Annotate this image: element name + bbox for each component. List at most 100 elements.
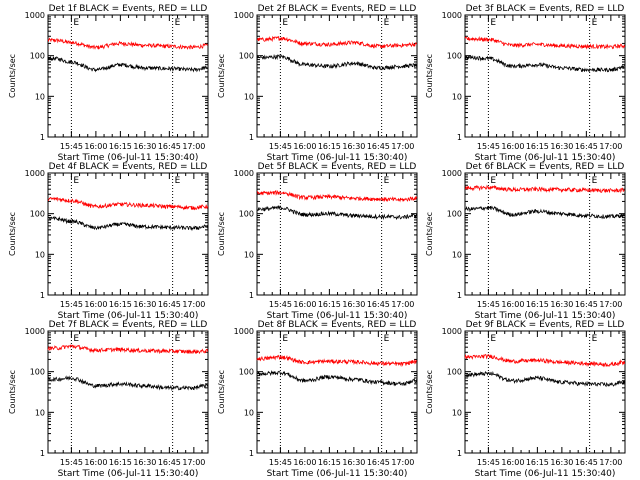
panel-title: Det 9f BLACK = Events, RED = LLD [466, 320, 625, 330]
series-line-lld [464, 184, 625, 194]
x-tick-label: 16:15 [526, 300, 549, 309]
y-axis-label: Counts/sec [8, 212, 17, 256]
x-tick-label: 17:00 [391, 458, 414, 467]
x-tick-label: 16:00 [84, 142, 107, 151]
y-tick-label: 100 [447, 210, 462, 219]
x-tick-label: 15:45 [477, 142, 500, 151]
y-tick-label: 10 [244, 250, 254, 259]
x-tick-label: 16:30 [133, 458, 156, 467]
x-tick-label: 17:00 [599, 142, 622, 151]
x-tick-label: 16:15 [109, 142, 132, 151]
plot-frame [464, 14, 626, 138]
y-tick-label: 10 [35, 250, 45, 259]
event-marker-label: E [592, 334, 598, 344]
x-axis-label: Start Time (06-Jul-11 15:30:40) [58, 311, 199, 321]
event-marker-label: E [73, 334, 79, 344]
y-axis-label: Counts/sec [217, 54, 226, 98]
plot-frame [464, 330, 626, 454]
plot-frame [464, 172, 626, 296]
x-tick-label: 17:00 [182, 300, 205, 309]
x-tick-label: 16:45 [158, 458, 181, 467]
y-tick-label: 1 [249, 133, 254, 142]
x-tick-label: 16:30 [550, 458, 573, 467]
plot-frame [47, 172, 209, 296]
x-tick-label: 15:45 [477, 458, 500, 467]
series-line-events [256, 369, 418, 387]
y-tick-label: 100 [239, 210, 254, 219]
x-tick-label: 16:45 [575, 142, 598, 151]
x-tick-label: 16:00 [293, 142, 316, 151]
event-marker-label: E [175, 18, 181, 28]
x-tick-label: 16:45 [158, 142, 181, 151]
event-marker-label: E [282, 334, 288, 344]
x-tick-label: 16:45 [367, 300, 390, 309]
x-tick-label: 16:15 [318, 142, 341, 151]
series-line-lld [256, 35, 418, 49]
panel-8: Det 8f BLACK = Events, RED = LLD 1 10 100 10… [217, 320, 418, 479]
y-tick-label: 1 [249, 449, 254, 458]
y-axis-label: Counts/sec [217, 370, 226, 414]
event-marker-label: E [490, 18, 496, 28]
y-axis-label: Counts/sec [8, 370, 17, 414]
x-tick-label: 16:30 [342, 142, 365, 151]
y-tick-label: 100 [239, 368, 254, 377]
y-tick-label: 1000 [25, 11, 45, 20]
x-tick-label: 16:00 [84, 300, 107, 309]
plot-frame [256, 330, 418, 454]
x-tick-label: 17:00 [182, 458, 205, 467]
series-line-lld [47, 37, 208, 50]
y-axis-label: Counts/sec [425, 370, 434, 414]
y-tick-label: 1000 [25, 169, 45, 178]
series-line-lld [47, 196, 209, 211]
y-tick-label: 1000 [25, 327, 45, 336]
panel-title: Det 1f BLACK = Events, RED = LLD [49, 4, 208, 14]
x-tick-label: 16:30 [133, 300, 156, 309]
series-line-lld [464, 35, 626, 50]
event-marker-label: E [73, 176, 79, 186]
x-tick-label: 16:30 [550, 300, 573, 309]
series-line-events [464, 54, 625, 73]
x-tick-label: 16:00 [293, 300, 316, 309]
panel-1: Det 1f BLACK = Events, RED = LLD 1 10 100 10… [8, 4, 209, 163]
y-tick-label: 10 [452, 408, 462, 417]
x-tick-label: 17:00 [599, 458, 622, 467]
x-tick-label: 16:30 [133, 142, 156, 151]
x-tick-label: 16:15 [318, 300, 341, 309]
x-tick-label: 15:45 [60, 458, 83, 467]
series-line-events [256, 205, 418, 221]
x-tick-label: 16:30 [342, 300, 365, 309]
x-tick-label: 16:15 [109, 300, 132, 309]
event-marker-label: E [592, 18, 598, 28]
x-tick-label: 16:45 [367, 142, 390, 151]
event-marker-label: E [175, 334, 181, 344]
y-tick-label: 1 [40, 449, 45, 458]
x-tick-label: 16:45 [575, 458, 598, 467]
series-line-events [47, 55, 208, 73]
x-tick-label: 15:45 [269, 300, 292, 309]
y-tick-label: 1000 [442, 169, 462, 178]
x-tick-label: 16:00 [84, 458, 107, 467]
x-tick-label: 17:00 [599, 300, 622, 309]
x-tick-label: 16:15 [318, 458, 341, 467]
y-tick-label: 100 [447, 368, 462, 377]
y-tick-label: 1000 [234, 327, 254, 336]
series-line-lld [256, 354, 418, 368]
event-marker-label: E [175, 176, 181, 186]
panel-title: Det 5f BLACK = Events, RED = LLD [258, 162, 417, 172]
panel-9: Det 9f BLACK = Events, RED = LLD 1 10 100 10… [425, 320, 626, 479]
y-tick-label: 1 [457, 449, 462, 458]
x-tick-label: 16:15 [109, 458, 132, 467]
x-axis-label: Start Time (06-Jul-11 15:30:40) [58, 153, 199, 163]
y-tick-label: 100 [30, 210, 45, 219]
event-marker-label: E [384, 176, 390, 186]
x-tick-label: 16:15 [526, 142, 549, 151]
series-line-events [47, 215, 209, 232]
panel-title: Det 4f BLACK = Events, RED = LLD [49, 162, 208, 172]
x-tick-label: 16:45 [367, 458, 390, 467]
y-tick-label: 10 [35, 408, 45, 417]
y-tick-label: 1000 [234, 11, 254, 20]
panel-title: Det 8f BLACK = Events, RED = LLD [258, 320, 417, 330]
x-tick-label: 15:45 [60, 300, 83, 309]
x-tick-label: 16:00 [501, 142, 524, 151]
panel-title: Det 6f BLACK = Events, RED = LLD [466, 162, 625, 172]
